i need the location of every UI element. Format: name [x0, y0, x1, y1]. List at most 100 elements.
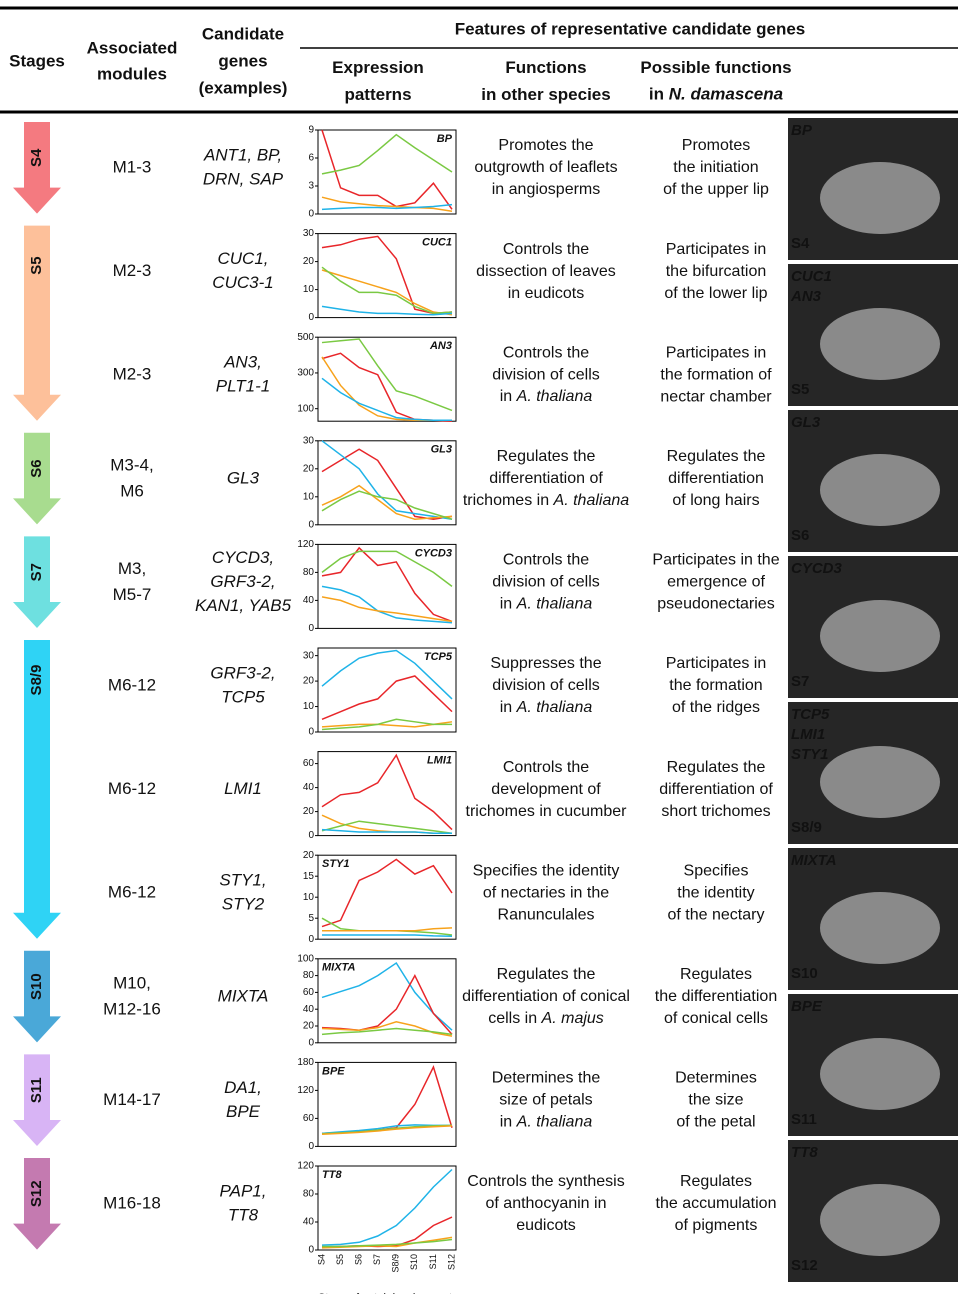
function-possible: Specifies	[684, 862, 749, 879]
panel-stage: S8/9	[791, 819, 822, 836]
function-possible: the identity	[677, 884, 754, 901]
panel-gene: LMI1	[791, 726, 825, 743]
stage-label: S11	[28, 1077, 45, 1103]
genes: DA1,	[224, 1078, 262, 1097]
y-tick-label: 60	[303, 758, 315, 769]
function-other: development of	[491, 781, 601, 798]
x-tick-label: S5	[335, 1254, 345, 1265]
function-other: Controls the synthesis	[467, 1173, 624, 1190]
function-other: Controls the	[503, 759, 589, 776]
panel-gene: GL3	[791, 414, 821, 431]
function-other: differentiation of conical	[462, 988, 630, 1005]
function-possible: Regulates the	[667, 448, 766, 465]
y-tick-label: 120	[297, 1161, 314, 1172]
function-possible: emergence of	[667, 574, 765, 591]
y-tick-label: 20	[303, 850, 315, 861]
genes: KAN1, YAB5	[195, 596, 292, 615]
function-other-part: A. majus	[541, 1010, 604, 1027]
panel-gene: CYCD3	[791, 560, 843, 577]
modules: M3-4,	[110, 455, 153, 474]
panel-stage: S6	[791, 527, 809, 544]
function-possible: Promotes	[682, 137, 750, 154]
function-possible: the bifurcation	[666, 263, 767, 280]
function-other-part: A. thaliana	[516, 1114, 593, 1131]
y-tick-label: 40	[303, 782, 315, 793]
x-tick-label: S8/9	[391, 1254, 401, 1273]
function-other-part: A. thaliana	[516, 699, 593, 716]
y-tick-label: 80	[303, 567, 315, 578]
function-possible: Participates in the	[652, 552, 779, 569]
function-other: Controls the	[503, 344, 589, 361]
panel-stage: S5	[791, 381, 809, 398]
function-possible: the formation of	[660, 366, 772, 383]
function-other: division of cells	[492, 677, 600, 694]
y-tick-label: 120	[297, 539, 314, 550]
header-expression: Expression	[332, 58, 424, 77]
x-tick-label: S6	[354, 1254, 364, 1265]
function-other: division of cells	[492, 366, 600, 383]
modules: M3,	[118, 559, 146, 578]
y-tick-label: 40	[303, 595, 315, 606]
header-possible-part: N. damascena	[669, 85, 783, 104]
y-tick-label: 120	[297, 1085, 314, 1096]
y-tick-label: 180	[297, 1057, 314, 1068]
header-features: Features of representative candidate gen…	[455, 19, 806, 38]
function-other: outgrowth of leaflets	[474, 159, 617, 176]
y-tick-label: 0	[308, 830, 314, 841]
function-possible: the accumulation	[656, 1195, 777, 1212]
stage-label: S7	[28, 563, 45, 581]
panel-gene: BP	[791, 122, 813, 139]
y-tick-label: 15	[303, 871, 315, 882]
header-possible-part: in	[649, 85, 669, 104]
y-tick-label: 20	[303, 256, 315, 267]
series-line	[322, 270, 452, 315]
modules: M6-12	[108, 883, 156, 902]
genes: ANT1, BP,	[203, 145, 282, 164]
panel-stage: S12	[791, 1257, 818, 1274]
x-tick-label: S4	[316, 1254, 326, 1265]
header-stages: Stages	[9, 51, 65, 70]
chart-title: CYCD3	[415, 547, 452, 559]
stage-label: S5	[28, 256, 45, 274]
y-tick-label: 40	[303, 1004, 315, 1015]
y-tick-label: 20	[303, 1021, 315, 1032]
series-line	[322, 357, 452, 420]
y-tick-label: 9	[308, 125, 314, 136]
header-possible: Possible functions	[640, 58, 791, 77]
y-tick-label: 0	[308, 1245, 314, 1256]
panel-gene: AN3	[790, 288, 822, 305]
function-other-part: A. thaliana	[516, 388, 593, 405]
function-other: dissection of leaves	[476, 263, 616, 280]
function-possible: Participates in	[666, 241, 767, 258]
y-tick-label: 0	[308, 1141, 314, 1152]
y-tick-label: 0	[308, 727, 314, 738]
chart-title: GL3	[431, 444, 452, 456]
function-possible: the initiation	[673, 159, 758, 176]
panel-stage: S4	[791, 235, 810, 252]
y-tick-label: 0	[308, 519, 314, 530]
y-tick-label: 0	[308, 312, 314, 323]
function-other: of anthocyanin in	[486, 1195, 607, 1212]
series-line	[322, 586, 452, 622]
series-line	[322, 918, 452, 935]
function-other: Regulates the	[497, 966, 596, 983]
function-other: Determines the	[492, 1070, 601, 1087]
panel-gene: BPE	[791, 998, 823, 1015]
genes: CUC3-1	[212, 273, 273, 292]
x-tick-label: S11	[428, 1254, 438, 1269]
function-possible: differentiation of	[659, 781, 773, 798]
function-possible: of conical cells	[664, 1010, 768, 1027]
function-other-part: in	[500, 1114, 517, 1131]
function-possible: the formation	[669, 677, 762, 694]
function-possible: Determines	[675, 1070, 757, 1087]
series-line	[322, 935, 452, 936]
y-tick-label: 60	[303, 987, 315, 998]
function-possible: of pigments	[675, 1217, 758, 1234]
y-tick-label: 100	[297, 953, 314, 964]
panel-stage: S10	[791, 965, 818, 982]
series-line	[322, 976, 452, 1035]
panel-stage: S7	[791, 673, 809, 690]
function-other: eudicots	[516, 1217, 576, 1234]
function-other: in A. thaliana	[500, 388, 593, 405]
y-tick-label: 30	[303, 650, 315, 661]
